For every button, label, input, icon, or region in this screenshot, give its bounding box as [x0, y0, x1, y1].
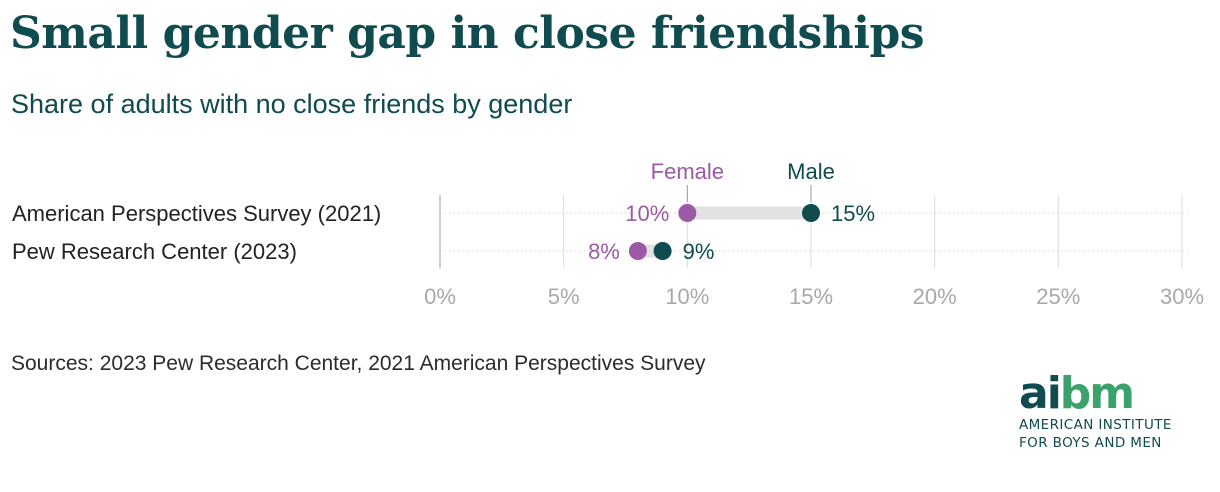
category-label: American Perspectives Survey (2021) — [12, 201, 381, 226]
category-label: Pew Research Center (2023) — [12, 239, 297, 264]
male-point — [802, 204, 820, 222]
x-tick-label: 10% — [665, 284, 709, 309]
x-tick-label: 30% — [1160, 284, 1204, 309]
male-series-label: Male — [787, 159, 835, 184]
female-value-label: 8% — [588, 239, 620, 264]
logo-mark-ai: ai — [1019, 368, 1062, 419]
chart-title: Small gender gap in close friendships — [10, 8, 925, 59]
male-point — [653, 242, 672, 260]
female-point — [678, 204, 697, 222]
male-value-label: 9% — [683, 239, 715, 264]
chart-subtitle: Share of adults with no close friends by… — [11, 89, 573, 119]
x-tick-label: 25% — [1036, 284, 1080, 309]
x-tick-label: 5% — [548, 284, 580, 309]
logo-line-2: FOR BOYS AND MEN — [1019, 435, 1162, 451]
male-value-label: 15% — [831, 201, 875, 226]
source-note: Sources: 2023 Pew Research Center, 2021 … — [11, 352, 706, 375]
logo-mark: aibm — [1019, 372, 1172, 416]
female-series-label: Female — [651, 159, 724, 184]
logo-line-1: AMERICAN INSTITUTE — [1019, 417, 1172, 433]
logo-mark-bm: bm — [1059, 368, 1135, 419]
female-point — [628, 242, 647, 260]
female-value-label: 10% — [625, 201, 669, 226]
x-tick-label: 15% — [789, 284, 833, 309]
dumbbell-chart: 0% 5% 10% 15% 20% 25% 30% American Perspectives… — [12, 159, 1204, 309]
aibm-logo: aibm AMERICAN INSTITUTE FOR BOYS AND MEN — [1019, 372, 1172, 452]
x-tick-label: 0% — [424, 284, 456, 309]
x-tick-label: 20% — [913, 284, 957, 309]
